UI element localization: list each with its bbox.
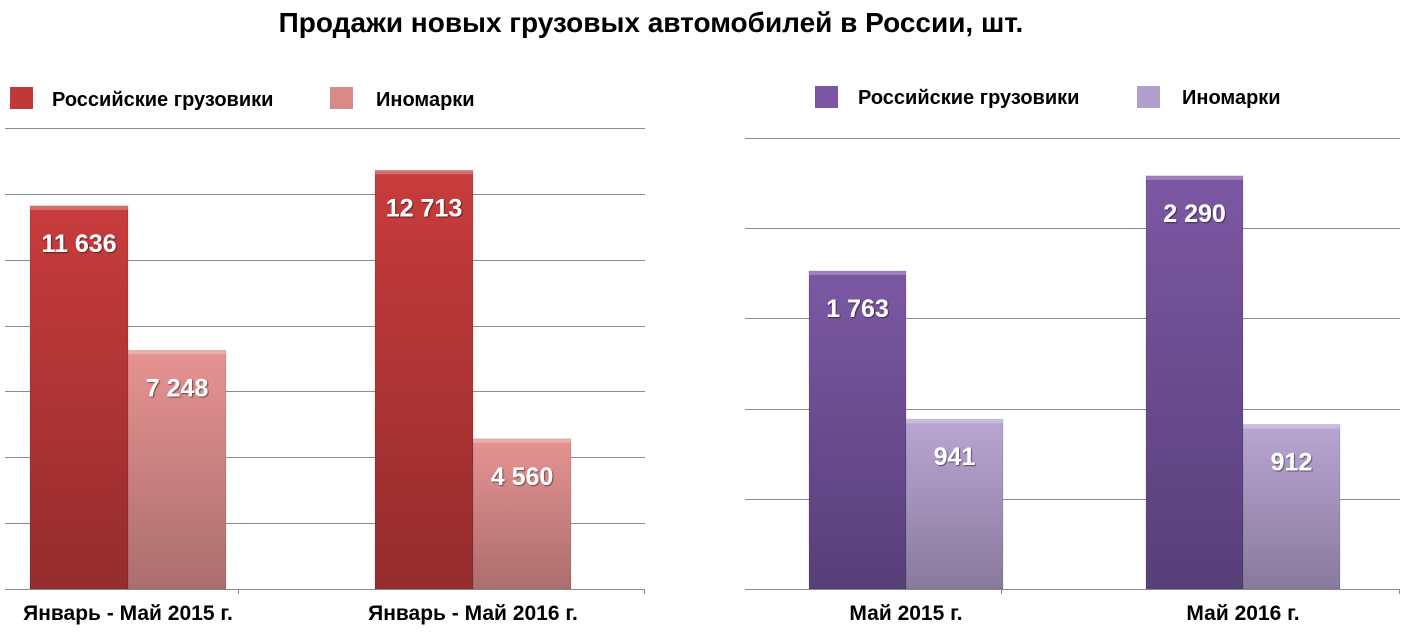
legend-swatch: [10, 87, 33, 109]
chart-title: Продажи новых грузовых автомобилей в Рос…: [279, 7, 1024, 38]
data-label: 941: [934, 443, 976, 471]
x-tick-label: Январь - Май 2016 г.: [368, 602, 578, 625]
data-label: 1 763: [826, 295, 889, 323]
legend-swatch: [815, 86, 838, 108]
bar-highlight: [473, 438, 571, 443]
x-tick-label: Май 2016 г.: [1186, 602, 1299, 625]
bar-highlight: [375, 170, 473, 175]
data-label: 12 713: [386, 194, 462, 222]
data-label: 7 248: [146, 374, 209, 402]
bar: [1242, 423, 1341, 590]
bar-highlight: [1243, 424, 1340, 429]
bar-highlight: [1146, 175, 1243, 180]
bar: [1145, 175, 1244, 590]
data-label: 2 290: [1163, 200, 1226, 228]
bar: [905, 418, 1004, 590]
bar: [374, 169, 474, 590]
data-label: 11 636: [41, 230, 116, 258]
x-tick-label: Январь - Май 2015 г.: [23, 602, 233, 625]
bar: [472, 438, 572, 590]
legend-label: Иномарки: [376, 89, 475, 111]
data-label: 912: [1271, 448, 1313, 476]
legend-swatch: [330, 87, 353, 109]
legend-label: Российские грузовики: [858, 87, 1079, 109]
bar-highlight: [30, 205, 128, 210]
bar-highlight: [128, 350, 226, 355]
legend-label: Российские грузовики: [52, 89, 273, 111]
bar: [29, 205, 129, 590]
legend-swatch: [1137, 86, 1160, 108]
data-label: 4 560: [491, 463, 554, 491]
bar-highlight: [906, 419, 1003, 424]
legend-label: Иномарки: [1182, 87, 1281, 109]
x-tick-label: Май 2015 г.: [849, 602, 962, 625]
bar-highlight: [809, 270, 906, 275]
